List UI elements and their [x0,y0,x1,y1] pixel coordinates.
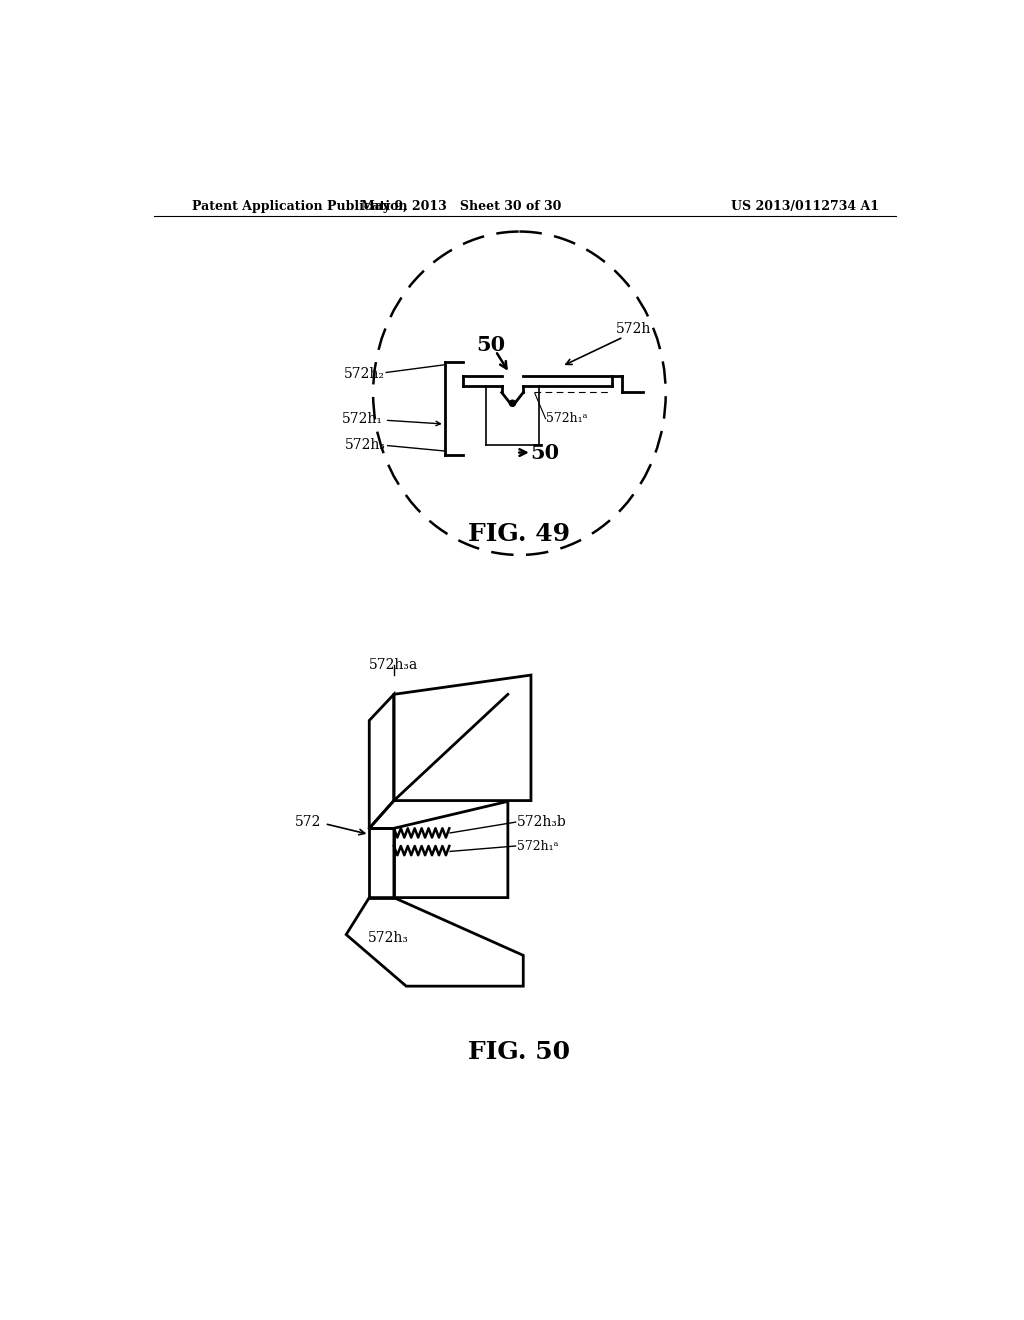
Text: 572h₃a: 572h₃a [370,659,419,672]
Text: 572h₃: 572h₃ [345,438,386,451]
Text: 572h₁: 572h₁ [342,412,383,425]
Text: 572h₁ᵃ: 572h₁ᵃ [547,412,588,425]
Text: 572h₂: 572h₂ [344,367,385,381]
Text: Patent Application Publication: Patent Application Publication [193,199,408,213]
Text: FIG. 50: FIG. 50 [468,1040,570,1064]
Text: US 2013/0112734 A1: US 2013/0112734 A1 [731,199,880,213]
Circle shape [509,400,515,407]
Text: 572h₁ᵃ: 572h₁ᵃ [517,840,559,853]
Text: 572h: 572h [615,322,651,337]
Text: 50: 50 [530,442,559,462]
Text: May 9, 2013   Sheet 30 of 30: May 9, 2013 Sheet 30 of 30 [361,199,562,213]
Text: FIG. 49: FIG. 49 [468,523,570,546]
Text: 572h₃b: 572h₃b [517,816,567,829]
Text: 572: 572 [295,816,322,829]
Text: 572h₃: 572h₃ [368,931,409,945]
Text: 50: 50 [476,335,506,355]
